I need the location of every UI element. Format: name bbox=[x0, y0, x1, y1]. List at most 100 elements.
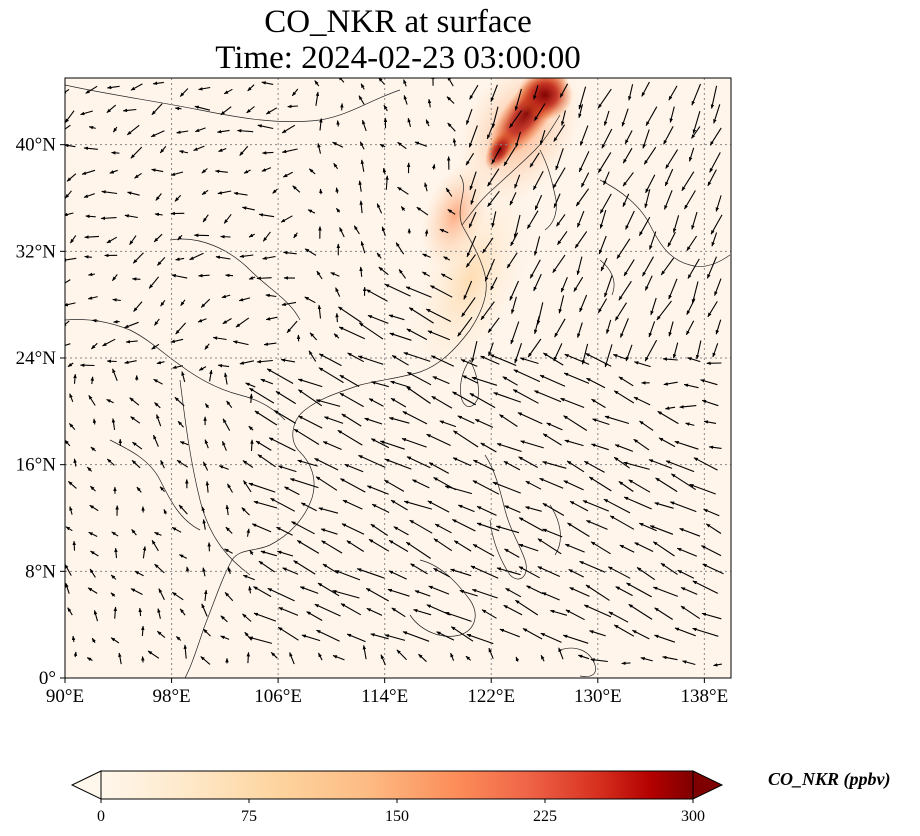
wind-arrow bbox=[316, 629, 340, 642]
wind-arrow bbox=[133, 301, 143, 312]
wind-arrow bbox=[574, 231, 588, 249]
wind-arrow bbox=[253, 612, 277, 622]
wind-arrow bbox=[194, 105, 211, 111]
wind-arrow bbox=[487, 317, 500, 333]
wind-arrow bbox=[248, 425, 254, 431]
wind-arrow bbox=[89, 568, 96, 578]
wind-arrow bbox=[87, 272, 96, 277]
wind-arrow bbox=[289, 478, 319, 489]
wind-arrow bbox=[151, 343, 160, 350]
wind-arrow bbox=[515, 131, 522, 148]
wind-arrow bbox=[558, 647, 564, 660]
wind-arrow bbox=[239, 145, 249, 156]
figure-subtitle: Time: 2024-02-23 03:00:00 bbox=[215, 40, 581, 76]
wind-arrow bbox=[426, 433, 451, 446]
wind-arrow bbox=[578, 86, 587, 110]
wind-arrow bbox=[465, 152, 475, 166]
wind-arrow bbox=[90, 376, 94, 385]
wind-arrow bbox=[692, 627, 719, 637]
wind-arrow bbox=[563, 415, 588, 431]
wind-arrow bbox=[469, 392, 496, 409]
wind-arrow bbox=[110, 637, 120, 644]
wind-arrow bbox=[599, 209, 607, 229]
wind-arrow bbox=[403, 500, 433, 510]
wind-arrow bbox=[427, 330, 451, 341]
wind-arrow bbox=[109, 169, 118, 174]
wind-arrow bbox=[403, 79, 407, 87]
wind-arrow bbox=[175, 257, 185, 261]
wind-arrow bbox=[174, 106, 182, 111]
wind-arrow bbox=[366, 607, 383, 616]
wind-arrow bbox=[654, 502, 674, 509]
wind-arrow bbox=[577, 322, 583, 339]
wind-arrow bbox=[141, 625, 145, 636]
wind-arrow bbox=[89, 504, 99, 512]
wind-arrow bbox=[298, 415, 323, 429]
wind-arrow bbox=[585, 352, 612, 367]
wind-arrow bbox=[533, 236, 541, 256]
wind-arrow bbox=[225, 273, 234, 278]
wind-arrow bbox=[383, 104, 388, 112]
wind-arrow bbox=[514, 88, 522, 111]
x-tick-label: 98°E bbox=[152, 686, 190, 707]
wind-arrow bbox=[628, 479, 651, 493]
wind-arrow bbox=[515, 656, 520, 662]
wind-arrow bbox=[424, 229, 429, 237]
wind-arrow bbox=[189, 252, 204, 261]
wind-arrow bbox=[202, 567, 206, 577]
wind-arrow bbox=[623, 461, 650, 470]
wind-arrow bbox=[217, 190, 232, 195]
wind-arrow bbox=[68, 480, 77, 489]
wind-arrow bbox=[561, 110, 566, 126]
wind-arrow bbox=[491, 211, 497, 228]
wind-arrow bbox=[687, 357, 701, 363]
wind-arrow bbox=[340, 603, 362, 616]
wind-arrow bbox=[226, 400, 233, 409]
wind-arrow bbox=[65, 582, 70, 594]
wind-arrow bbox=[492, 481, 521, 494]
wind-arrow bbox=[453, 430, 479, 448]
wind-arrow bbox=[542, 461, 567, 469]
wind-arrow bbox=[69, 506, 73, 515]
wind-arrow bbox=[520, 440, 544, 449]
wind-arrow bbox=[179, 88, 189, 97]
wind-arrow bbox=[67, 607, 73, 616]
wind-arrow bbox=[220, 635, 230, 640]
wind-arrow bbox=[480, 301, 495, 321]
wind-arrow bbox=[175, 636, 182, 641]
wind-arrow bbox=[111, 151, 120, 155]
wind-arrow bbox=[90, 446, 97, 452]
wind-arrow bbox=[652, 541, 675, 557]
wind-arrow bbox=[223, 88, 233, 95]
wind-arrow bbox=[319, 188, 323, 195]
wind-arrow bbox=[265, 293, 277, 298]
wind-arrow bbox=[649, 525, 674, 535]
wind-arrow bbox=[118, 652, 122, 665]
wind-arrow bbox=[625, 344, 633, 362]
wind-arrow bbox=[368, 398, 384, 407]
wind-arrow bbox=[224, 548, 233, 554]
wind-arrow bbox=[534, 194, 543, 211]
wind-arrow bbox=[585, 519, 608, 530]
wind-arrow bbox=[559, 83, 569, 98]
wind-arrow bbox=[151, 539, 159, 552]
wind-arrow bbox=[573, 276, 584, 292]
wind-arrow bbox=[613, 390, 635, 404]
wind-arrow bbox=[297, 459, 318, 467]
wind-arrow bbox=[248, 636, 273, 644]
wind-arrow bbox=[557, 230, 568, 246]
wind-arrow bbox=[186, 566, 190, 573]
wind-arrow bbox=[106, 85, 120, 90]
wind-arrow bbox=[644, 339, 658, 362]
colorbar: 0 75 150 225 300 bbox=[70, 770, 724, 825]
wind-arrow bbox=[270, 652, 278, 659]
wind-arrow bbox=[553, 193, 561, 209]
wind-arrow bbox=[679, 527, 701, 537]
wind-arrow bbox=[92, 318, 99, 323]
wind-arrow bbox=[335, 187, 339, 194]
wind-arrow bbox=[447, 209, 456, 215]
wind-arrow bbox=[212, 336, 227, 341]
wind-arrow bbox=[638, 216, 651, 236]
wind-arrow bbox=[514, 343, 523, 364]
wind-arrow bbox=[155, 193, 162, 201]
